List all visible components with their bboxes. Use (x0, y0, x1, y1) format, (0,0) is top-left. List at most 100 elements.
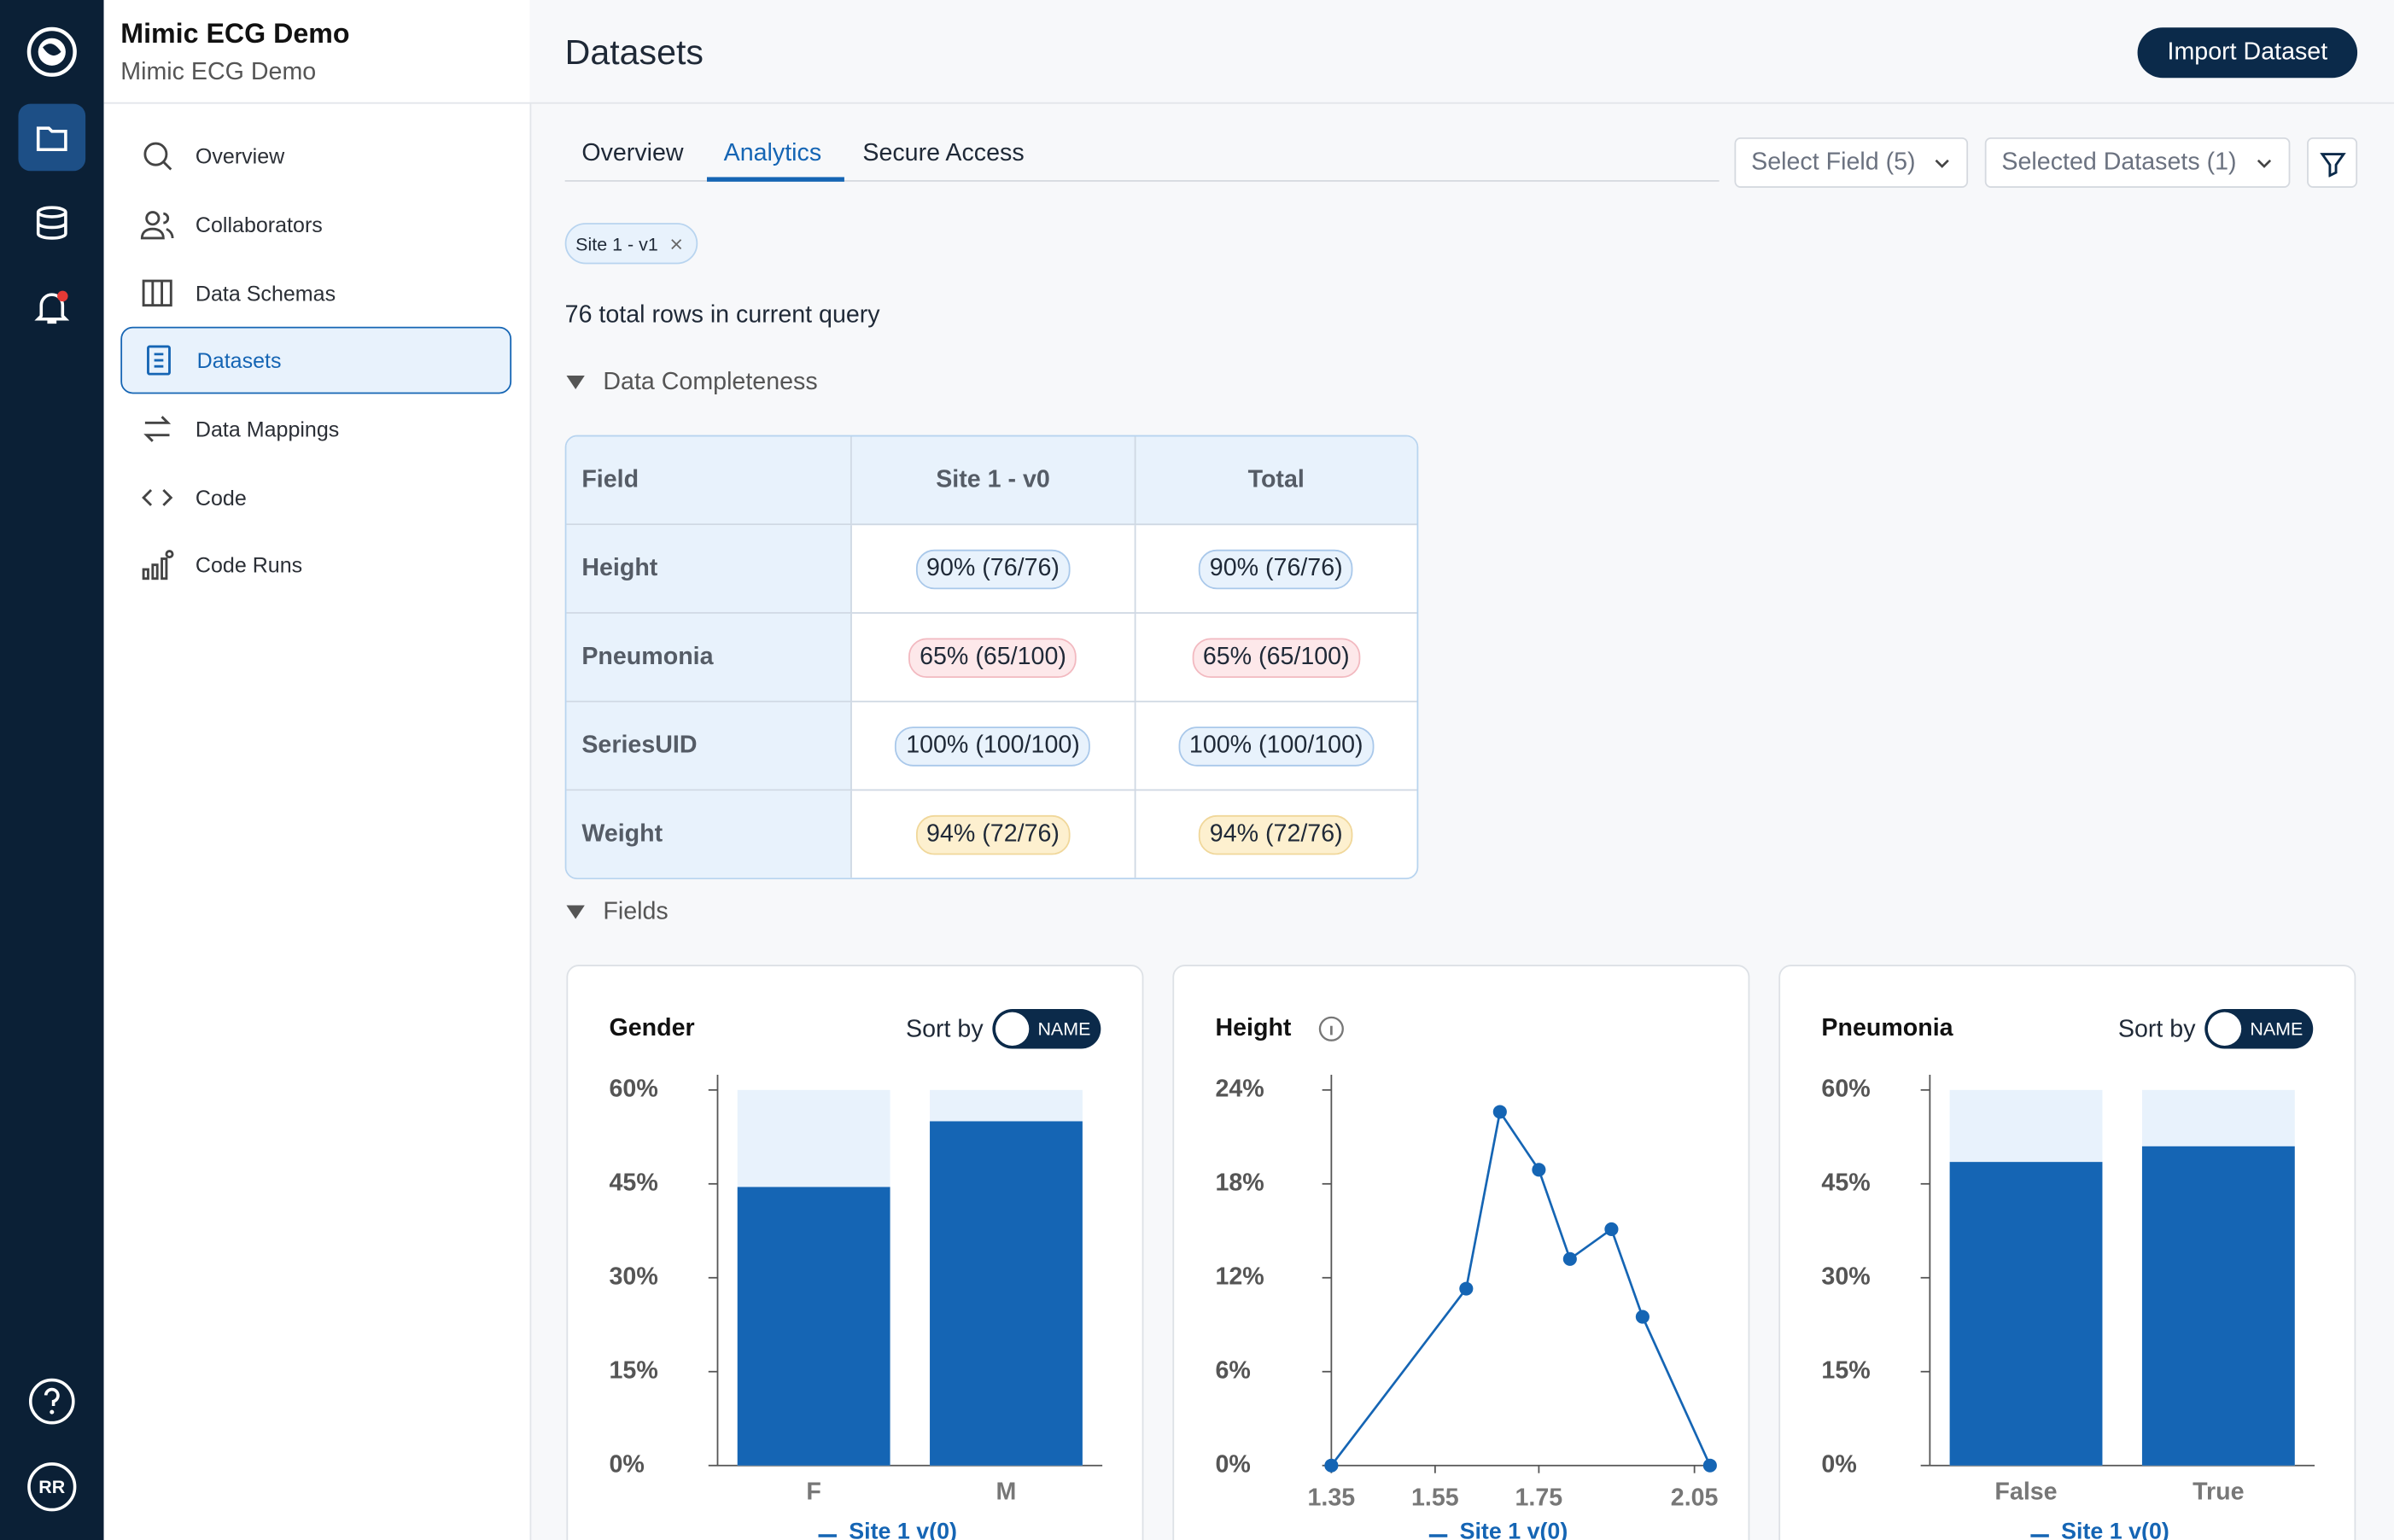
field-cell: Height (566, 525, 852, 614)
field-cell: Weight (566, 790, 852, 878)
filter-button[interactable] (2307, 137, 2358, 188)
section-title[interactable]: Fields (603, 899, 669, 925)
y-tick-label: 45% (1821, 1169, 1870, 1196)
bar (737, 1187, 890, 1466)
completeness-badge: 90% (76/76) (915, 548, 1071, 589)
chart-card: Pneumonia Sort by NAME 0% 15% 30% 45% 60% False T… (1778, 965, 2356, 1540)
nav-label: Code (195, 485, 247, 510)
y-tick-label: 30% (1821, 1263, 1870, 1290)
icon-rail: RR (0, 0, 104, 1540)
y-tick-label: 60% (610, 1075, 658, 1102)
x-tick-label: 1.55 (1411, 1485, 1459, 1512)
chart-title: Pneumonia (1821, 1014, 1953, 1041)
chart: Height 0% 6% 12% 18% 24% 1.35 1.55 1.75 2.05 Site … (1215, 1014, 1718, 1540)
notifications-icon[interactable] (18, 275, 85, 342)
help-icon[interactable] (18, 1368, 85, 1435)
x-tick-label: 1.35 (1308, 1485, 1356, 1512)
nav-item[interactable]: Overview (120, 122, 511, 190)
row-count: 76 total rows in current query (564, 302, 880, 329)
point (1492, 1105, 1507, 1119)
value-cell: 94% (72/76) (1136, 790, 1417, 878)
bar (2141, 1146, 2295, 1466)
y-tick-label: 0% (1215, 1450, 1250, 1478)
completeness-badge: 100% (100/100) (1178, 726, 1375, 766)
filter-chip[interactable]: Site 1 - v1 (564, 223, 698, 265)
y-tick-label: 0% (1821, 1450, 1856, 1478)
completeness-badge: 65% (65/100) (1192, 637, 1361, 678)
value-cell: 100% (100/100) (851, 702, 1136, 791)
logo[interactable] (18, 18, 85, 85)
tab[interactable]: Secure Access (862, 140, 1025, 166)
import-button[interactable]: Import Dataset (2137, 27, 2358, 79)
datasets-icon[interactable] (18, 103, 86, 172)
y-tick-label: 12% (1215, 1263, 1264, 1290)
value-cell: 65% (65/100) (851, 613, 1136, 703)
table-row: Pneumonia 65% (65/100) 65% (65/100) (566, 613, 1417, 703)
nav-label: Datasets (196, 347, 282, 373)
point (1459, 1281, 1474, 1296)
workspace-subtitle: Mimic ECG Demo (120, 59, 317, 86)
nav-label: Data Mappings (195, 417, 340, 441)
completeness-badge: 90% (76/76) (1199, 548, 1354, 589)
user-avatar[interactable]: RR (18, 1453, 85, 1520)
collapse-arrow[interactable] (566, 375, 585, 391)
workspace-title: Mimic ECG Demo (120, 18, 350, 50)
toggle-knob (2207, 1012, 2242, 1046)
nav-label: Collaborators (195, 212, 323, 237)
database-icon[interactable] (18, 190, 85, 257)
value-cell: 94% (72/76) (852, 790, 1136, 878)
header-cell: Field (566, 436, 852, 526)
select-datasets[interactable]: Selected Datasets (1) (1984, 137, 2291, 188)
x-tick-label: False (1994, 1478, 2057, 1505)
chart: Pneumonia Sort by NAME 0% 15% 30% 45% 60% False T… (1821, 1009, 2315, 1540)
point (1562, 1251, 1577, 1266)
chart: Gender Sort by NAME 0% 15% 30% 45% 60% F M Site 1 … (610, 1009, 1103, 1540)
nav-item[interactable]: Data Mappings (120, 395, 511, 463)
chip-label: Site 1 - v1 (575, 232, 658, 254)
toggle-knob (995, 1012, 1030, 1046)
chart-card: Gender Sort by NAME 0% 15% 30% 45% 60% F M Site 1 … (566, 965, 1144, 1540)
table-row: Height 90% (76/76) 90% (76/76) (566, 525, 1417, 614)
nav-item[interactable]: Code Runs (120, 531, 511, 598)
collapse-arrow[interactable] (566, 905, 585, 920)
nav-item[interactable]: Collaborators (120, 191, 511, 259)
sort-label: Sort by (2118, 1016, 2196, 1043)
divider (103, 102, 530, 104)
tab[interactable]: Overview (581, 140, 684, 166)
value-cell: 65% (65/100) (1135, 614, 1417, 703)
line (1330, 1109, 1712, 1467)
nav-item[interactable]: Data Schemas (120, 260, 511, 327)
x-tick-label: 1.75 (1515, 1485, 1563, 1512)
legend-label: Site 1 v(0) (1460, 1519, 1568, 1540)
header-cell: Site 1 - v0 (851, 436, 1136, 526)
y-tick-label: 60% (1821, 1075, 1870, 1102)
toggle-label: NAME (1037, 1019, 1090, 1040)
tab-active[interactable]: Analytics (723, 140, 822, 166)
tab-indicator (706, 177, 844, 182)
table-row: SeriesUID 100% (100/100) 100% (100/100) (566, 702, 1417, 791)
chart-title: Height (1215, 1014, 1291, 1041)
y-tick-label: 15% (1821, 1356, 1870, 1384)
nav-item[interactable]: Datasets (120, 326, 512, 394)
nav-item[interactable]: Code (120, 464, 511, 532)
tab-underline (564, 180, 1720, 182)
toggle-label: NAME (2250, 1019, 2303, 1040)
y-tick-label: 45% (610, 1169, 658, 1196)
x-tick-label: M (996, 1478, 1017, 1505)
y-tick-label: 6% (1215, 1356, 1250, 1384)
point (1635, 1310, 1650, 1324)
value-cell: 90% (76/76) (851, 525, 1136, 614)
select-field[interactable]: Select Field (5) (1734, 137, 1969, 188)
nav-panel: Mimic ECG Demo Mimic ECG Demo Overview C… (103, 0, 532, 1540)
y-tick-label: 18% (1215, 1169, 1264, 1196)
x-tick-label: F (806, 1478, 820, 1505)
select-label: Selected Datasets (1) (2001, 149, 2237, 175)
section-title[interactable]: Data Completeness (603, 369, 818, 396)
point (1702, 1458, 1717, 1473)
value-cell: 100% (100/100) (1135, 703, 1417, 791)
header-cell: Total (1135, 436, 1417, 526)
select-label: Select Field (5) (1751, 149, 1916, 175)
legend-label: Site 1 v(0) (849, 1519, 957, 1540)
completeness-badge: 65% (65/100) (908, 637, 1077, 678)
